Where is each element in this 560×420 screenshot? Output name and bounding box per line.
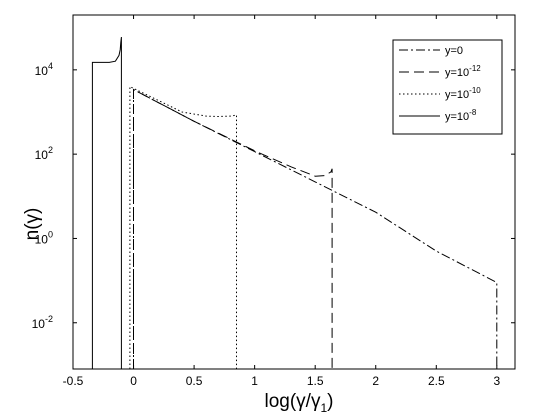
x-tick-label: -0.5 [63,374,84,388]
y-tick-label: 104 [35,61,53,78]
x-tick-label: 1.5 [307,374,324,388]
x-tick-label: 1 [251,374,258,388]
legend: y=0 y=10-12 y=10-10 y=10-8 [392,39,503,135]
legend-label-0: y=0 [445,45,463,57]
y-tick-label: 102 [35,145,53,162]
legend-label-2: y=10-10 [445,86,481,101]
legend-label-3: y=10-8 [445,108,477,123]
x-tick-label: 2 [372,374,379,388]
legend-label-1: y=10-12 [445,64,481,79]
series-layer [91,36,498,369]
legend-items: y=0 y=10-12 y=10-10 y=10-8 [399,45,481,123]
y-axis-ticks: 10-2 100 102 104 [32,61,515,331]
x-tick-label: 2.5 [428,374,445,388]
series-line-3 [91,36,122,369]
x-tick-label: 0.5 [186,374,203,388]
x-tick-label: 0 [130,374,137,388]
series-line-1 [133,88,333,369]
legend-box [392,39,503,135]
x-axis-ticks: -0.5 0 0.5 1 1.5 2 2.5 3 [63,15,500,388]
x-axis-label-subscript: 1 [320,401,327,415]
y-tick-label: 100 [35,229,53,246]
x-axis-label-end: ) [327,391,333,412]
y-tick-label: 10-2 [32,314,53,331]
x-axis-label: log(γ/γ1) [265,391,334,415]
x-tick-label: 3 [493,374,500,388]
series-line-2 [129,85,237,369]
x-axis-label-main: log(γ/γ [265,391,321,412]
y-axis-label: n(γ) [22,208,43,241]
